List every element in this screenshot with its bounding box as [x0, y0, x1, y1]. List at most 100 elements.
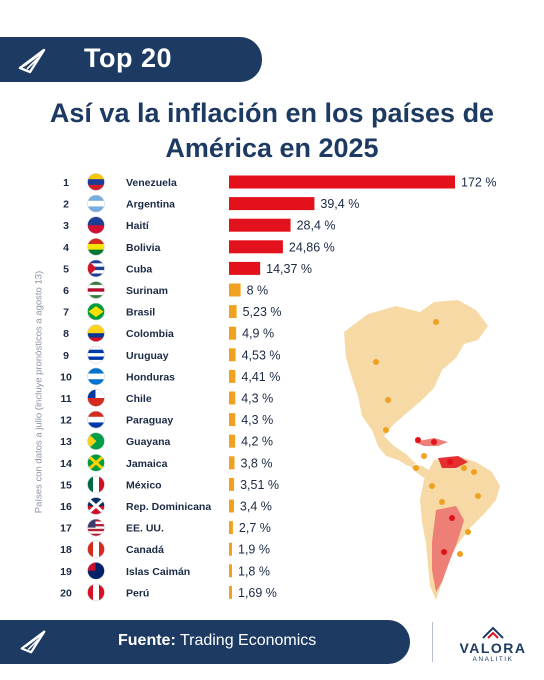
country-label: EE. UU.: [126, 523, 164, 535]
value-label: 1,8 %: [238, 564, 270, 578]
rank-label: 17: [60, 523, 72, 535]
value-label: 28,4 %: [297, 219, 336, 233]
rank-label: 9: [63, 350, 69, 362]
country-label: Chile: [126, 393, 152, 405]
footer-divider: [432, 622, 433, 662]
flag-ring: [87, 432, 105, 451]
paraguay-flag-icon: [87, 411, 105, 429]
country-label: Paraguay: [126, 415, 173, 427]
country-label: Perú: [126, 587, 149, 599]
bar: [229, 585, 232, 599]
venezuela-flag-icon: [87, 173, 105, 191]
valora-mark-icon: [482, 626, 504, 639]
uruguay-flag-icon: [87, 346, 105, 364]
value-label: 39,4 %: [320, 197, 359, 211]
country-label: Cuba: [126, 263, 152, 275]
bolivia-argentina-highlight: [432, 506, 464, 592]
america-map: [344, 300, 500, 600]
rank-label: 11: [60, 393, 71, 405]
rank-label: 15: [60, 479, 72, 491]
country-label: México: [126, 479, 162, 491]
country-label: Canadá: [126, 544, 164, 556]
value-label: 1,69 %: [238, 586, 277, 600]
bar: [229, 283, 241, 297]
rank-label: 19: [60, 566, 72, 578]
value-label: 4,3 %: [241, 413, 273, 427]
haiti-flag-icon: [87, 216, 105, 234]
source-value: Trading Economics: [179, 632, 317, 649]
flag-ring: [87, 324, 105, 343]
bar: [229, 305, 237, 319]
peru-flag-icon: [87, 583, 105, 601]
source-text: Fuente: Trading Economics: [118, 632, 316, 650]
flag-ring: [87, 453, 105, 472]
value-label: 4,41 %: [241, 370, 280, 384]
rank-label: 8: [63, 328, 69, 340]
flag-ring: [87, 410, 105, 429]
footer-banner: Fuente: Trading Economics: [0, 620, 410, 664]
value-label: 24,86 %: [289, 240, 335, 254]
value-label: 3,8 %: [241, 456, 273, 470]
flag-ring: [87, 238, 105, 256]
country-label: Honduras: [126, 371, 175, 383]
honduras-flag-icon: [87, 367, 105, 385]
value-label: 4,9 %: [242, 327, 274, 341]
bar: [229, 326, 237, 340]
value-label: 1,9 %: [238, 543, 270, 557]
value-label: 172 %: [461, 176, 496, 190]
bar: [229, 542, 232, 556]
bar: [229, 521, 233, 535]
rank-label: 14: [60, 458, 72, 470]
bar: [229, 477, 235, 491]
flag-ring: [87, 518, 105, 537]
flag-ring: [87, 281, 105, 299]
rep-dominicana-flag-icon: [87, 497, 105, 515]
bar: [229, 240, 283, 254]
value-label: 2,7 %: [239, 521, 271, 535]
rank-label: 12: [60, 415, 72, 427]
country-label: Argentina: [126, 199, 175, 211]
valora-logo-icon: [18, 48, 46, 74]
bar: [229, 218, 291, 232]
country-label: Uruguay: [126, 350, 169, 362]
bolivia-flag-icon: [87, 238, 105, 256]
flag-ring: [87, 173, 105, 191]
flag-ring: [87, 475, 105, 494]
rank-label: 20: [60, 587, 72, 599]
bar: [229, 348, 236, 362]
bar: [229, 391, 236, 405]
country-label: Brasil: [126, 307, 155, 319]
flag-ring: [87, 389, 105, 407]
flag-ring: [87, 302, 105, 321]
value-label: 3,51 %: [240, 478, 279, 492]
rank-label: 13: [60, 436, 72, 448]
bar: [229, 434, 236, 448]
bar: [229, 369, 236, 383]
brand-name: VALORA: [459, 640, 527, 656]
brasil-flag-icon: [87, 303, 105, 321]
rank-label: 1: [63, 177, 69, 189]
country-label: Islas Caimán: [126, 566, 190, 578]
value-label: 3,4 %: [240, 500, 272, 514]
flag-ring: [87, 259, 105, 278]
chart-title: Así va la inflación en los países de Amé…: [0, 96, 544, 166]
country-label: Venezuela: [126, 177, 177, 189]
islas-caiman-flag-icon: [87, 562, 105, 580]
rank-label: 3: [63, 220, 69, 232]
flag-ring: [87, 561, 105, 580]
bar: [229, 261, 261, 275]
bar: [229, 197, 315, 211]
valora-logo-icon: [20, 630, 46, 654]
argentina-flag-icon: [87, 195, 105, 213]
value-label: 4,53 %: [242, 348, 281, 362]
colombia-flag-icon: [87, 324, 105, 342]
bar: [229, 499, 234, 513]
bar: [229, 564, 232, 578]
cuba-flag-icon: [87, 259, 105, 277]
country-label: Surinam: [126, 285, 168, 297]
value-label: 14,37 %: [266, 262, 312, 276]
flag-ring: [87, 367, 105, 386]
valora-brand: VALORA ANALITIK: [448, 626, 538, 663]
flag-ring: [87, 216, 105, 234]
